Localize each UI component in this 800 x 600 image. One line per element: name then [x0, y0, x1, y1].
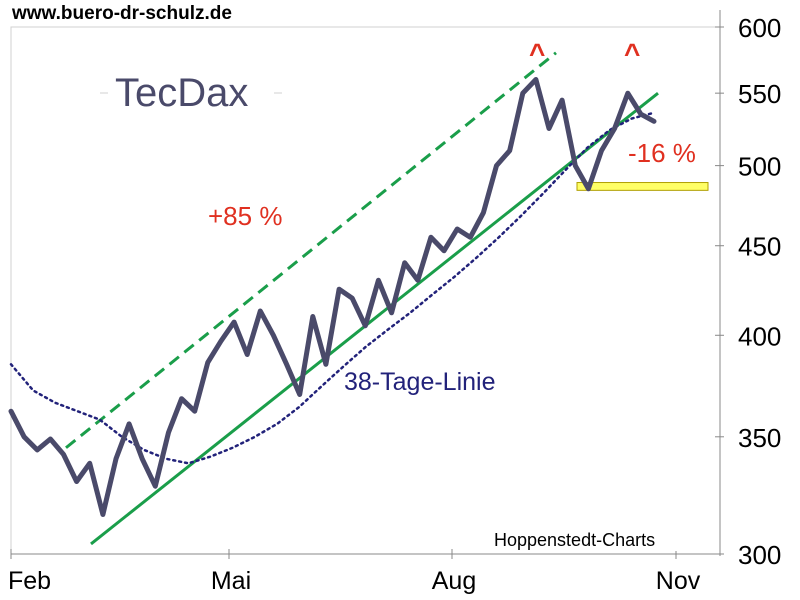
price-point [390, 311, 394, 315]
price-point [206, 360, 210, 364]
price-point [62, 452, 65, 456]
support-band-group [576, 182, 709, 191]
y-tick-label: 450 [738, 232, 781, 262]
moving-average-group [9, 111, 656, 465]
price-point [9, 409, 13, 413]
price-point [600, 149, 603, 153]
gain-annotation: +85 % [208, 201, 282, 231]
x-tick-label: Feb [8, 567, 51, 595]
price-point [193, 409, 197, 413]
price-point [153, 484, 157, 488]
url-background [8, 2, 298, 26]
price-line-group [8, 77, 657, 517]
peak-marker-1: ^ [529, 38, 545, 69]
y-tick-label: 300 [738, 540, 781, 570]
chart-credit: Hoppenstedt-Charts [494, 530, 655, 550]
y-tick-label: 500 [738, 152, 781, 182]
price-point [521, 91, 525, 95]
price-point [22, 435, 26, 439]
upper-channel-trendline [65, 51, 557, 449]
price-point [245, 353, 249, 356]
price-point [376, 278, 380, 282]
price-point [167, 431, 170, 434]
peak-marker-2: ^ [624, 38, 640, 69]
price-point [403, 261, 407, 265]
x-tick-label: Aug [432, 567, 476, 595]
price-point [140, 457, 144, 461]
price-point [271, 333, 275, 337]
price-point [311, 315, 315, 318]
price-point [639, 112, 643, 116]
price-point [560, 98, 564, 102]
price-point [495, 164, 498, 168]
price-point [285, 362, 289, 366]
x-axis-ticks: Feb Mai Aug Nov [8, 549, 701, 595]
price-point [442, 249, 446, 253]
source-url: www.buero-dr-schulz.de [11, 3, 232, 24]
price-point [232, 320, 236, 324]
price-point [586, 187, 590, 191]
support-trendline [90, 91, 659, 546]
price-point [324, 362, 328, 366]
price-point [48, 437, 52, 441]
price-point [547, 127, 551, 130]
credit-background [492, 527, 714, 551]
price-point [416, 278, 420, 282]
x-tick-label: Nov [656, 567, 701, 595]
price-point [613, 127, 617, 130]
price-point [298, 393, 302, 396]
moving-average-label: 38-Tage-Linie [344, 368, 496, 396]
price-point [626, 91, 630, 95]
price-point [337, 287, 341, 291]
price-point [652, 119, 656, 123]
y-tick-label: 400 [738, 321, 781, 351]
chart-title: TecDax [115, 71, 248, 115]
price-point [75, 480, 79, 483]
price-point [127, 422, 131, 426]
moving-average-line [9, 111, 656, 465]
y-tick-label: 550 [738, 79, 781, 109]
price-point [455, 227, 459, 231]
support-band [576, 182, 709, 191]
price-point [101, 513, 105, 516]
y-tick-label: 350 [738, 423, 781, 453]
price-point [219, 339, 223, 343]
y-axis-ticks: 300 350 400 450 500 550 600 [715, 13, 781, 570]
price-point [35, 448, 39, 452]
price-point [429, 235, 433, 239]
price-point [180, 397, 184, 401]
price-point [573, 164, 577, 168]
title-background [108, 70, 274, 116]
price-point [468, 235, 472, 239]
price-line [8, 77, 657, 517]
price-point [114, 457, 118, 461]
loss-annotation: -16 % [628, 138, 696, 168]
price-point [534, 78, 538, 81]
price-point [481, 211, 485, 215]
price-point [88, 461, 92, 465]
y-tick-label: 600 [738, 13, 781, 43]
price-point [363, 324, 367, 328]
x-tick-label: Mai [211, 567, 251, 595]
trendlines-group [65, 51, 659, 546]
price-point [350, 296, 354, 300]
price-point [508, 149, 512, 153]
price-point [258, 309, 262, 313]
